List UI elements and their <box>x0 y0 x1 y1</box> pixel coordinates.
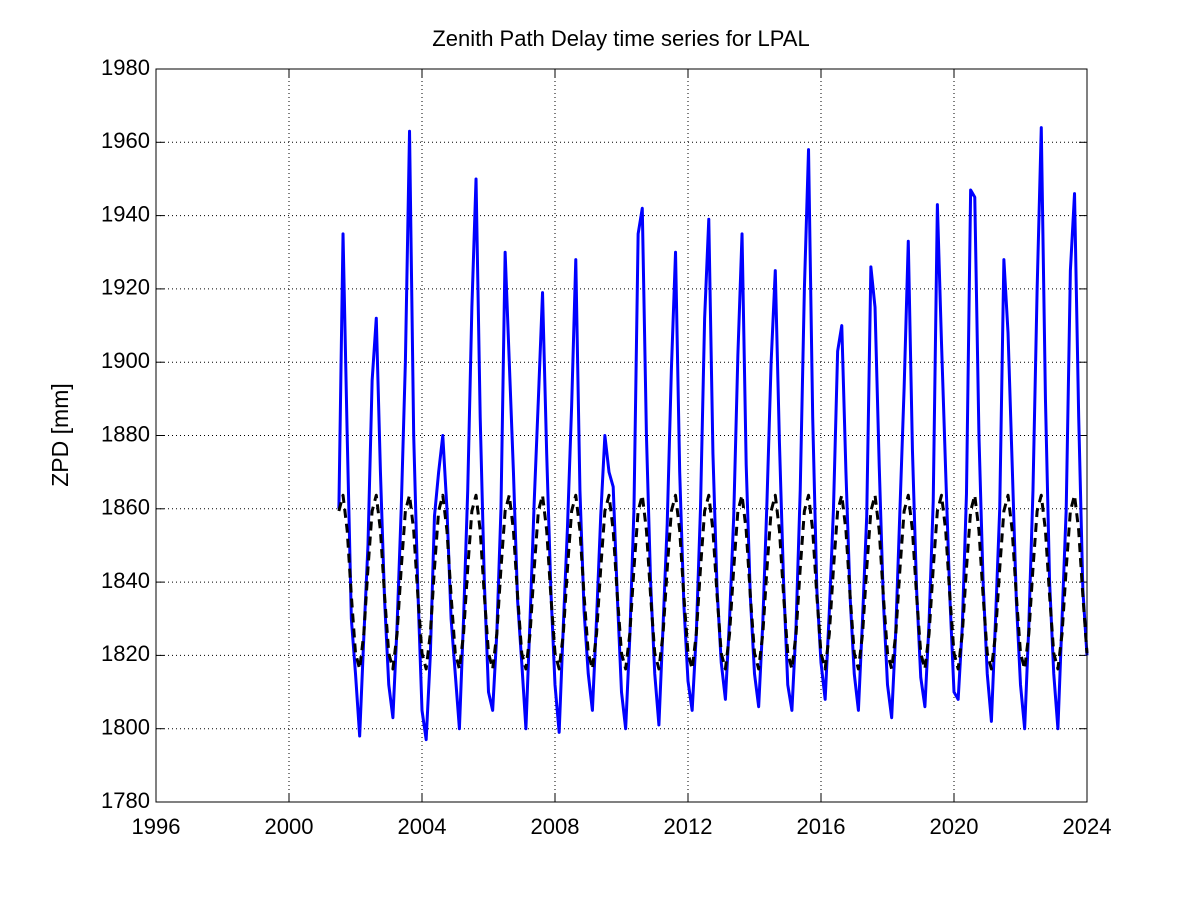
y-tick-label: 1880 <box>101 421 150 446</box>
y-tick-label: 1940 <box>101 201 150 226</box>
y-tick-label: 1780 <box>101 788 150 813</box>
fit-line <box>337 493 1089 671</box>
y-tick-label: 1920 <box>101 275 150 300</box>
y-tick-label: 1840 <box>101 568 150 593</box>
y-axis-label: ZPD [mm] <box>47 383 73 487</box>
x-tick-label: 2016 <box>797 814 846 839</box>
x-tick-label: 2024 <box>1063 814 1112 839</box>
y-tick-label: 1820 <box>101 641 150 666</box>
x-tick-label: 1996 <box>132 814 181 839</box>
x-tick-label: 2000 <box>265 814 314 839</box>
axes-box <box>155 68 1088 803</box>
y-tick-label: 1960 <box>101 128 150 153</box>
x-tick-label: 2008 <box>531 814 580 839</box>
y-tick-label: 1860 <box>101 495 150 520</box>
x-tick-label: 2020 <box>930 814 979 839</box>
chart-title: Zenith Path Delay time series for LPAL <box>432 26 809 51</box>
x-tick-label: 2012 <box>664 814 713 839</box>
x-tick-label: 2004 <box>398 814 447 839</box>
y-tick-label: 1900 <box>101 348 150 373</box>
y-tick-label: 1800 <box>101 715 150 740</box>
y-tick-label: 1980 <box>101 55 150 80</box>
